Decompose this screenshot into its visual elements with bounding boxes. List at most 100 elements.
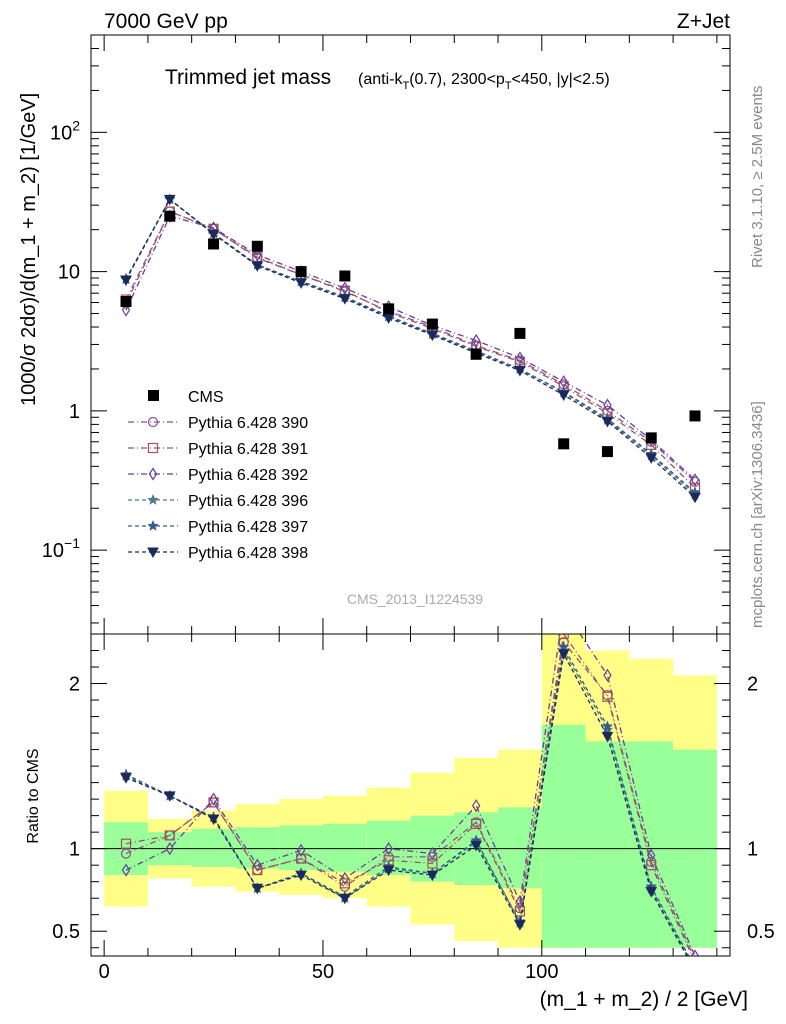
legend-marker (147, 416, 159, 428)
legend-marker (148, 467, 158, 481)
ratio-series-3-point (384, 842, 393, 856)
chart-title-subscript: (anti-kT(0.7), 2300<pT<450, |y|<2.5) (358, 71, 610, 92)
watermark-label: CMS_2013_I1224539 (347, 591, 483, 607)
title-part-4: T (505, 80, 512, 92)
legend-marker (147, 519, 159, 531)
ratio-series-line-5 (125, 645, 690, 956)
legend-label: Pythia 6.428 390 (188, 415, 308, 432)
legend-cms-label: CMS (188, 389, 224, 406)
ratio-y-tick-label-right: 0.5 (747, 921, 775, 943)
main-y-tick-label: 1 (69, 401, 80, 423)
ratio-series-5-point (601, 720, 614, 732)
series-6-point (251, 261, 264, 272)
series-line-6 (125, 198, 696, 498)
cms-data-point (383, 303, 395, 315)
series-line-2 (125, 210, 696, 489)
cms-data-point (164, 210, 176, 222)
ratio-series-3-point (209, 792, 218, 806)
ratio-series-6-point (295, 870, 307, 882)
ratio-series-2-point (295, 853, 307, 864)
title-part-1: (anti-k (358, 71, 403, 88)
ratio-series-3-point (296, 843, 306, 857)
ratio-series-3-point (647, 848, 656, 862)
ratio-series-6-point (207, 814, 220, 825)
ratio-y-tick-label-right: 2 (747, 674, 758, 696)
ratio-series-1-point (120, 848, 132, 859)
ratio-series-line-1 (125, 640, 695, 956)
series-3-point (121, 303, 131, 317)
ratio-series-6-point (382, 865, 395, 877)
ratio-series-1-point (427, 851, 438, 863)
chart-title: Trimmed jet mass (165, 66, 331, 89)
series-line-3 (125, 215, 696, 481)
ratio-series-6-point (557, 649, 570, 660)
main-y-tick-label: 102 (50, 117, 80, 144)
series-6-point (689, 492, 701, 504)
ratio-series-6-point (426, 870, 439, 882)
ratio-series-3-point (471, 799, 481, 813)
series-3-point (603, 398, 612, 412)
legend-label: Pythia 6.428 391 (188, 441, 308, 458)
x-tick-label: 100 (525, 961, 558, 983)
cms-data-point (339, 270, 351, 282)
title-part-3: (0.7), 2300<p (409, 71, 505, 88)
x-tick-label: 50 (312, 961, 334, 983)
ratio-series-6-point (251, 883, 264, 895)
cms-data-point (558, 438, 570, 450)
title-part-2: T (402, 80, 409, 92)
ratio-series-6-point (120, 773, 132, 784)
legend-label: Pythia 6.428 392 (188, 467, 308, 484)
uncertainty-band-green (191, 828, 236, 867)
ratio-series-3-point (165, 842, 174, 856)
series-6-point (645, 453, 658, 464)
series-3-point (690, 473, 700, 487)
series-6-point (338, 294, 351, 305)
ratio-y-axis-label: Ratio to CMS (25, 748, 42, 843)
ratio-y-tick-label-right: 1 (747, 839, 758, 861)
ratio-series-3-point (340, 871, 350, 886)
cms-data-point (601, 446, 613, 458)
cms-data-point (514, 327, 526, 339)
energy-label: 7000 GeV pp (104, 10, 228, 33)
series-6-point (601, 416, 614, 428)
cms-data-point (689, 410, 701, 422)
ratio-series-3-point (428, 847, 437, 861)
rivet-version-label: Rivet 3.1.10, ≥ 2.5M events (749, 86, 766, 269)
uncertainty-band-green (585, 741, 630, 948)
legend-marker (147, 493, 159, 505)
cms-data-point (295, 266, 307, 278)
series-6-point (426, 330, 439, 342)
ratio-frame (90, 633, 731, 957)
ratio-panel: 0.5 0.5 1 1 2 2 0 50 100 Ratio to CMS (m_1 + m_2… (25, 633, 775, 1011)
ratio-plot-area (91, 634, 730, 956)
ratio-series-3-point (515, 894, 525, 909)
uncertainty-band-green (322, 823, 367, 872)
series-6-point (514, 365, 526, 377)
uncertainty-band-green (541, 724, 586, 948)
ratio-series-6-point (338, 893, 351, 905)
series-6-point (295, 278, 307, 289)
cms-data-point (470, 348, 482, 360)
ratio-series-2-point (471, 818, 482, 829)
cms-data-point (120, 296, 132, 308)
uncertainty-band-green (498, 807, 542, 889)
main-frame (90, 34, 731, 635)
series-6-point (557, 390, 570, 402)
ratio-series-3-point (121, 863, 131, 877)
series-6-point (163, 194, 176, 206)
x-axis-label: (m_1 + m_2) / 2 [GeV] (540, 988, 748, 1011)
main-y-axis-label: 1000/σ 2dσ)/d(m_1 + m_2) [1/GeV] (18, 93, 40, 406)
series-line-1 (125, 210, 696, 483)
ratio-series-2-point (252, 865, 263, 876)
legend-label: Pythia 6.428 398 (188, 545, 308, 562)
legend-label: Pythia 6.428 397 (188, 519, 308, 536)
main-y-tick-label: 10 (58, 262, 80, 284)
process-label: Z+Jet (677, 10, 730, 33)
ratio-y-tick-label: 2 (69, 674, 80, 696)
ratio-series-3-point (690, 949, 700, 956)
ratio-series-2-point (602, 691, 613, 702)
legend: CMS Pythia 6.428 390 Pythia 6.428 391 Pythi… (128, 389, 308, 562)
cms-data-point (208, 238, 220, 250)
ratio-series-line-4 (125, 648, 689, 956)
